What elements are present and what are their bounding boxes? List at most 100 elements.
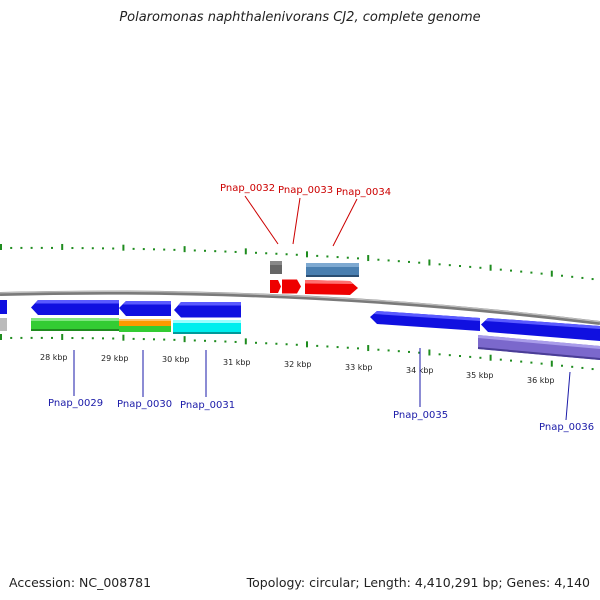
gene-label-pnap-0031[interactable]: Pnap_0031 — [180, 400, 235, 411]
minor-tick — [561, 364, 563, 367]
minor-tick — [479, 356, 482, 359]
minor-tick — [234, 340, 237, 343]
minor-tick — [193, 339, 196, 342]
minor-tick — [91, 247, 94, 250]
kbp-label: 35 kbp — [466, 371, 494, 380]
genome-title: Polaromonas naphthalenivorans CJ2, compl… — [119, 10, 481, 25]
major-tick — [550, 270, 553, 277]
pnap-0033-arrow[interactable] — [282, 279, 301, 294]
minor-tick — [581, 366, 584, 369]
minor-tick — [540, 272, 543, 275]
minor-tick — [459, 265, 461, 268]
reverse-features — [0, 300, 600, 360]
pnap-0032-arrow[interactable] — [270, 280, 281, 293]
minor-tick — [346, 346, 349, 349]
minor-tick — [214, 340, 217, 343]
minor-tick — [469, 265, 472, 268]
major-tick — [428, 349, 431, 356]
minor-tick — [224, 340, 227, 343]
minor-tick — [448, 264, 451, 267]
pnap-0030-feature-green[interactable] — [119, 326, 171, 332]
forward-gene-labels — [244, 195, 358, 247]
minor-tick — [71, 247, 74, 250]
minor-tick — [530, 271, 533, 274]
minor-tick — [102, 247, 104, 250]
minor-tick — [255, 341, 257, 344]
minor-tick — [387, 259, 390, 262]
pnap-0030-arrow[interactable] — [119, 301, 171, 316]
minor-tick — [20, 336, 23, 339]
minor-tick — [30, 246, 33, 249]
minor-tick — [561, 274, 563, 277]
gene-label-pnap-0030[interactable]: Pnap_0030 — [117, 399, 172, 410]
minor-tick — [295, 253, 298, 256]
pnap-0036-feature-purple[interactable] — [478, 335, 600, 360]
minor-tick — [591, 278, 594, 281]
minor-tick — [224, 250, 227, 253]
major-tick — [244, 248, 247, 255]
major-tick — [0, 334, 2, 340]
major-tick — [183, 246, 186, 253]
pnap-0031-arrow[interactable] — [174, 302, 241, 318]
minor-tick — [102, 337, 104, 340]
genome-backbone-highlight — [0, 290, 600, 323]
minor-tick — [346, 256, 349, 259]
minor-tick — [540, 362, 543, 365]
minor-tick — [377, 258, 380, 261]
minor-tick — [234, 250, 237, 253]
minor-tick — [142, 248, 145, 251]
major-tick — [61, 333, 64, 340]
minor-tick — [397, 350, 400, 353]
major-tick — [61, 243, 64, 250]
minor-tick — [40, 246, 43, 249]
minor-tick — [132, 247, 135, 250]
kbp-scale-labels: 28 kbp 29 kbp 30 kbp 31 kbp 32 kbp 33 kb… — [40, 353, 555, 385]
major-tick — [489, 354, 492, 361]
minor-tick — [81, 247, 84, 250]
minor-tick — [438, 263, 441, 266]
minor-tick — [30, 336, 33, 339]
minor-tick — [336, 346, 339, 349]
gene-label-pnap-0035[interactable]: Pnap_0035 — [393, 410, 448, 421]
pnap-0031-feature-cyan[interactable] — [173, 320, 241, 334]
pnap-0035-arrow[interactable] — [370, 311, 480, 331]
gene-label-pnap-0029[interactable]: Pnap_0029 — [48, 398, 103, 409]
major-tick — [0, 244, 2, 250]
gene-label-pnap-0036[interactable]: Pnap_0036 — [539, 422, 594, 433]
gene-label-pnap-0032[interactable]: Pnap_0032 — [220, 183, 275, 194]
accession-text: Accession: NC_008781 — [9, 575, 152, 590]
minor-tick — [316, 344, 319, 347]
minor-tick — [204, 339, 206, 342]
minor-tick — [285, 253, 288, 256]
minor-tick — [377, 348, 380, 351]
minor-tick — [499, 268, 502, 271]
minor-tick — [112, 247, 115, 250]
major-tick — [122, 334, 125, 341]
pnap-0036-arrow[interactable] — [481, 318, 600, 341]
minor-tick — [295, 343, 298, 346]
minor-tick — [397, 260, 400, 263]
kbp-label: 36 kbp — [527, 376, 555, 385]
minor-tick — [173, 248, 176, 251]
minor-tick — [204, 249, 206, 252]
minor-tick — [418, 261, 421, 264]
minor-tick — [499, 358, 502, 361]
cds-partial-left[interactable] — [0, 300, 7, 314]
minor-tick — [51, 246, 53, 249]
minor-tick — [418, 351, 421, 354]
minor-tick — [581, 276, 584, 279]
minor-tick — [479, 266, 482, 269]
minor-tick — [71, 337, 74, 340]
gene-label-pnap-0033[interactable]: Pnap_0033 — [278, 185, 333, 196]
inner-tick-ring — [0, 333, 594, 371]
pnap-0029-feature-green[interactable] — [31, 318, 119, 331]
kbp-label: 33 kbp — [345, 363, 373, 372]
minor-tick — [275, 252, 278, 255]
minor-tick — [10, 246, 13, 249]
pnap-0029-arrow[interactable] — [31, 300, 119, 315]
pnap-0030-feature-orange[interactable] — [119, 319, 171, 326]
minor-tick — [357, 257, 359, 260]
minor-tick — [193, 249, 196, 252]
kbp-label: 29 kbp — [101, 354, 129, 363]
gene-label-pnap-0034[interactable]: Pnap_0034 — [336, 187, 391, 198]
